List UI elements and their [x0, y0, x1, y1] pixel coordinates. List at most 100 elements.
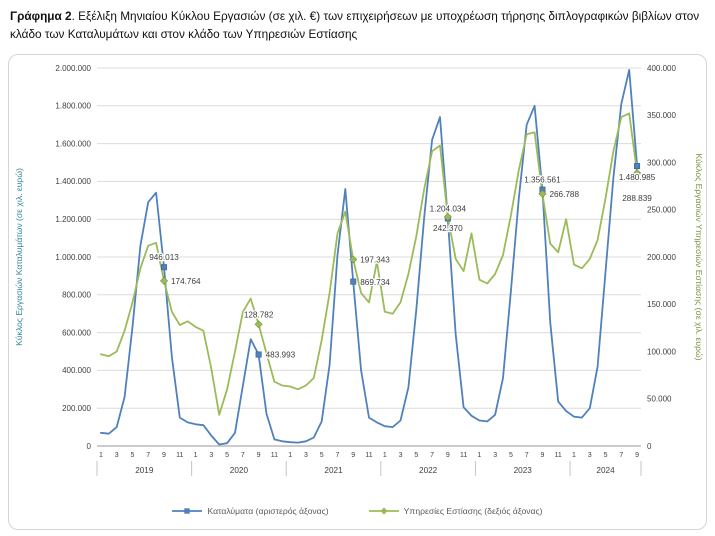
svg-text:9: 9: [257, 452, 261, 459]
svg-text:1.800.000: 1.800.000: [55, 102, 91, 111]
svg-text:1: 1: [288, 452, 292, 459]
year-label-2021: 2021: [324, 466, 343, 475]
svg-text:3: 3: [399, 452, 403, 459]
data-label: 1.480.985: [619, 173, 656, 182]
legend-label-1: Υπηρεσίες Εστίασης (δεξιός άξονας): [403, 506, 543, 516]
data-label: 266.788: [549, 190, 579, 199]
svg-text:5: 5: [509, 452, 513, 459]
data-label: 869.734: [360, 278, 390, 287]
svg-text:150.000: 150.000: [647, 300, 676, 309]
year-label-2019: 2019: [135, 466, 154, 475]
svg-text:3: 3: [115, 452, 119, 459]
data-label: 242.370: [433, 224, 463, 233]
svg-text:11: 11: [555, 452, 562, 459]
svg-text:11: 11: [271, 452, 278, 459]
svg-text:5: 5: [225, 452, 229, 459]
svg-text:9: 9: [351, 452, 355, 459]
svg-text:50.000: 50.000: [647, 395, 672, 404]
series-line-0: [100, 68, 638, 446]
marker-diamond: [159, 276, 169, 285]
svg-text:200.000: 200.000: [647, 253, 676, 262]
svg-text:250.000: 250.000: [647, 206, 676, 215]
svg-text:11: 11: [365, 452, 372, 459]
data-labels: 946.013 174.764 128.782 483.993 197.343 869.7…: [148, 172, 657, 361]
svg-text:2.000.000: 2.000.000: [55, 64, 91, 73]
right-axis-title: Κύκλος Εργασιών Υπηρεσιών Εστίασης (σε χ…: [694, 153, 704, 360]
data-label: 197.343: [360, 256, 390, 265]
svg-text:9: 9: [635, 452, 639, 459]
svg-text:7: 7: [525, 452, 529, 459]
marker-square: [634, 163, 641, 170]
chart-container: 0 200.000 400.000 600.000 800.000 1.000.000 1.…: [8, 54, 707, 530]
data-label: 288.839: [622, 194, 652, 203]
legend-item-1: Υπηρεσίες Εστίασης (δεξιός άξονας): [368, 506, 543, 516]
legend-label-0: Καταλύματα (αριστερός άξονας): [207, 506, 329, 516]
chart-legend: Καταλύματα (αριστερός άξονας) Υπηρεσίες Ε…: [9, 506, 706, 516]
svg-text:1: 1: [383, 452, 387, 459]
svg-text:3: 3: [209, 452, 213, 459]
svg-text:7: 7: [146, 452, 150, 459]
svg-text:7: 7: [430, 452, 434, 459]
marker-square: [255, 351, 262, 358]
data-label: 128.782: [244, 310, 274, 319]
svg-text:1.400.000: 1.400.000: [55, 177, 91, 186]
svg-text:0: 0: [87, 442, 92, 451]
marker-diamond: [349, 255, 358, 264]
svg-text:3: 3: [493, 452, 497, 459]
left-axis-ticks: 0 200.000 400.000 600.000 800.000 1.000.000 1.…: [55, 64, 91, 451]
svg-text:5: 5: [320, 452, 324, 459]
data-label: 1.356.561: [524, 176, 561, 185]
chart-title: Γράφημα 2. Εξέλιξη Μηνιαίου Κύκλου Εργασ…: [10, 8, 708, 43]
line-chart-svg: 0 200.000 400.000 600.000 800.000 1.000.000 1.…: [14, 64, 704, 476]
svg-text:3: 3: [304, 452, 308, 459]
left-axis-title: Κύκλος Εργασιών Καταλυμάτων (σε χιλ. ευρ…: [14, 168, 24, 346]
legend-swatch-1: [368, 507, 399, 515]
marker-square: [350, 278, 357, 285]
svg-text:7: 7: [619, 452, 623, 459]
svg-text:1: 1: [572, 452, 576, 459]
year-label-2020: 2020: [230, 466, 249, 475]
svg-text:5: 5: [131, 452, 135, 459]
svg-text:1: 1: [194, 452, 198, 459]
right-axis-ticks: 0 50.000 100.000 150.000 200.000 250.000 300.0…: [647, 64, 676, 451]
marker-diamond: [538, 189, 547, 198]
svg-text:5: 5: [604, 452, 608, 459]
svg-text:7: 7: [336, 452, 340, 459]
svg-text:11: 11: [460, 452, 467, 459]
svg-text:11: 11: [176, 452, 183, 459]
svg-text:1.000.000: 1.000.000: [55, 253, 91, 262]
svg-text:100.000: 100.000: [647, 347, 676, 356]
year-label-2022: 2022: [419, 466, 438, 475]
svg-text:3: 3: [588, 452, 592, 459]
svg-text:9: 9: [162, 452, 166, 459]
legend-item-0: Καταλύματα (αριστερός άξονας): [172, 506, 329, 516]
svg-text:400.000: 400.000: [62, 366, 91, 375]
year-label-2023: 2023: [514, 466, 533, 475]
data-label: 1.204.034: [430, 204, 467, 213]
svg-text:1.200.000: 1.200.000: [55, 215, 91, 224]
svg-text:1: 1: [477, 452, 481, 459]
svg-text:200.000: 200.000: [62, 404, 91, 413]
year-label-2024: 2024: [596, 466, 615, 475]
gridlines: [97, 67, 641, 409]
marker-square: [161, 264, 168, 271]
svg-text:800.000: 800.000: [62, 291, 91, 300]
svg-text:1.600.000: 1.600.000: [55, 139, 91, 148]
series-markers: [159, 163, 642, 358]
marker-diamond: [443, 212, 452, 221]
marker-diamond: [254, 320, 263, 329]
chart-title-text: . Εξέλιξη Μηνιαίου Κύκλου Εργασιών (σε χ…: [10, 9, 700, 41]
chart-title-number: Γράφημα 2: [10, 9, 72, 23]
series-line-1: [100, 112, 638, 416]
legend-swatch-0: [172, 508, 203, 514]
svg-text:0: 0: [647, 442, 652, 451]
marker-diamond: [633, 169, 642, 178]
data-label: 946.013: [149, 253, 179, 262]
data-label: 483.993: [266, 351, 296, 360]
svg-text:400.000: 400.000: [647, 64, 676, 73]
svg-text:300.000: 300.000: [647, 158, 676, 167]
svg-text:350.000: 350.000: [647, 111, 676, 120]
svg-text:600.000: 600.000: [62, 328, 91, 337]
